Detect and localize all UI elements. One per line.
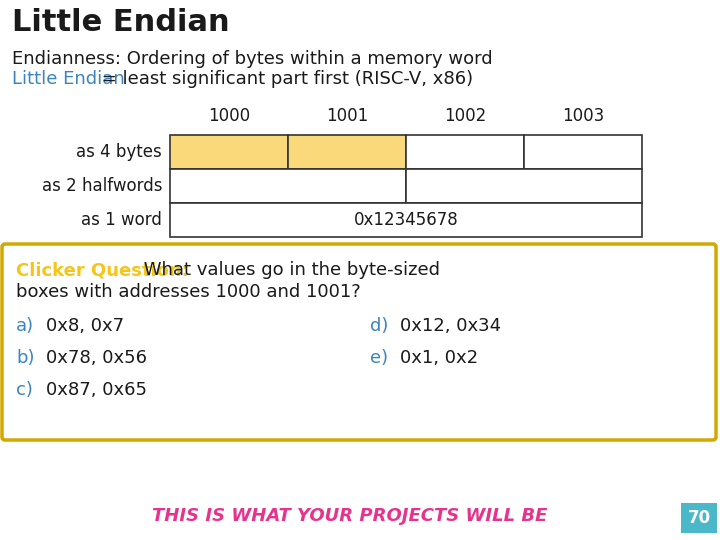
Text: d): d) <box>370 317 388 335</box>
Text: 0x87, 0x65: 0x87, 0x65 <box>46 381 147 399</box>
Text: 0x12345678: 0x12345678 <box>354 211 459 229</box>
Bar <box>406 169 642 203</box>
Text: Little Endian: Little Endian <box>12 8 230 37</box>
Text: as 4 bytes: as 4 bytes <box>76 143 162 161</box>
Text: 1003: 1003 <box>562 107 604 125</box>
Text: b): b) <box>16 349 35 367</box>
Text: Endianness: Ordering of bytes within a memory word: Endianness: Ordering of bytes within a m… <box>12 50 492 68</box>
Text: 0x1, 0x2: 0x1, 0x2 <box>400 349 478 367</box>
FancyBboxPatch shape <box>2 244 716 440</box>
Text: Clicker Question:: Clicker Question: <box>16 261 189 279</box>
Bar <box>288 135 406 169</box>
Text: 0x12, 0x34: 0x12, 0x34 <box>400 317 501 335</box>
Text: c): c) <box>16 381 33 399</box>
Text: e): e) <box>370 349 388 367</box>
Text: Little Endian: Little Endian <box>12 70 125 88</box>
Text: 70: 70 <box>688 509 711 527</box>
Bar <box>681 503 717 533</box>
Text: THIS IS WHAT YOUR PROJECTS WILL BE: THIS IS WHAT YOUR PROJECTS WILL BE <box>153 507 548 525</box>
Text: a): a) <box>16 317 34 335</box>
Text: as 1 word: as 1 word <box>81 211 162 229</box>
Text: What values go in the byte-sized: What values go in the byte-sized <box>138 261 440 279</box>
Bar <box>406 135 524 169</box>
Text: as 2 halfwords: as 2 halfwords <box>42 177 162 195</box>
Bar <box>524 135 642 169</box>
Text: = least significant part first (RISC-V, x86): = least significant part first (RISC-V, … <box>96 70 473 88</box>
Bar <box>170 135 288 169</box>
Bar <box>170 169 406 203</box>
Text: 1000: 1000 <box>208 107 250 125</box>
Text: 0x8, 0x7: 0x8, 0x7 <box>46 317 124 335</box>
Text: 1001: 1001 <box>326 107 368 125</box>
Text: 1002: 1002 <box>444 107 486 125</box>
Bar <box>170 203 642 237</box>
Text: 0x78, 0x56: 0x78, 0x56 <box>46 349 147 367</box>
Text: boxes with addresses 1000 and 1001?: boxes with addresses 1000 and 1001? <box>16 283 361 301</box>
